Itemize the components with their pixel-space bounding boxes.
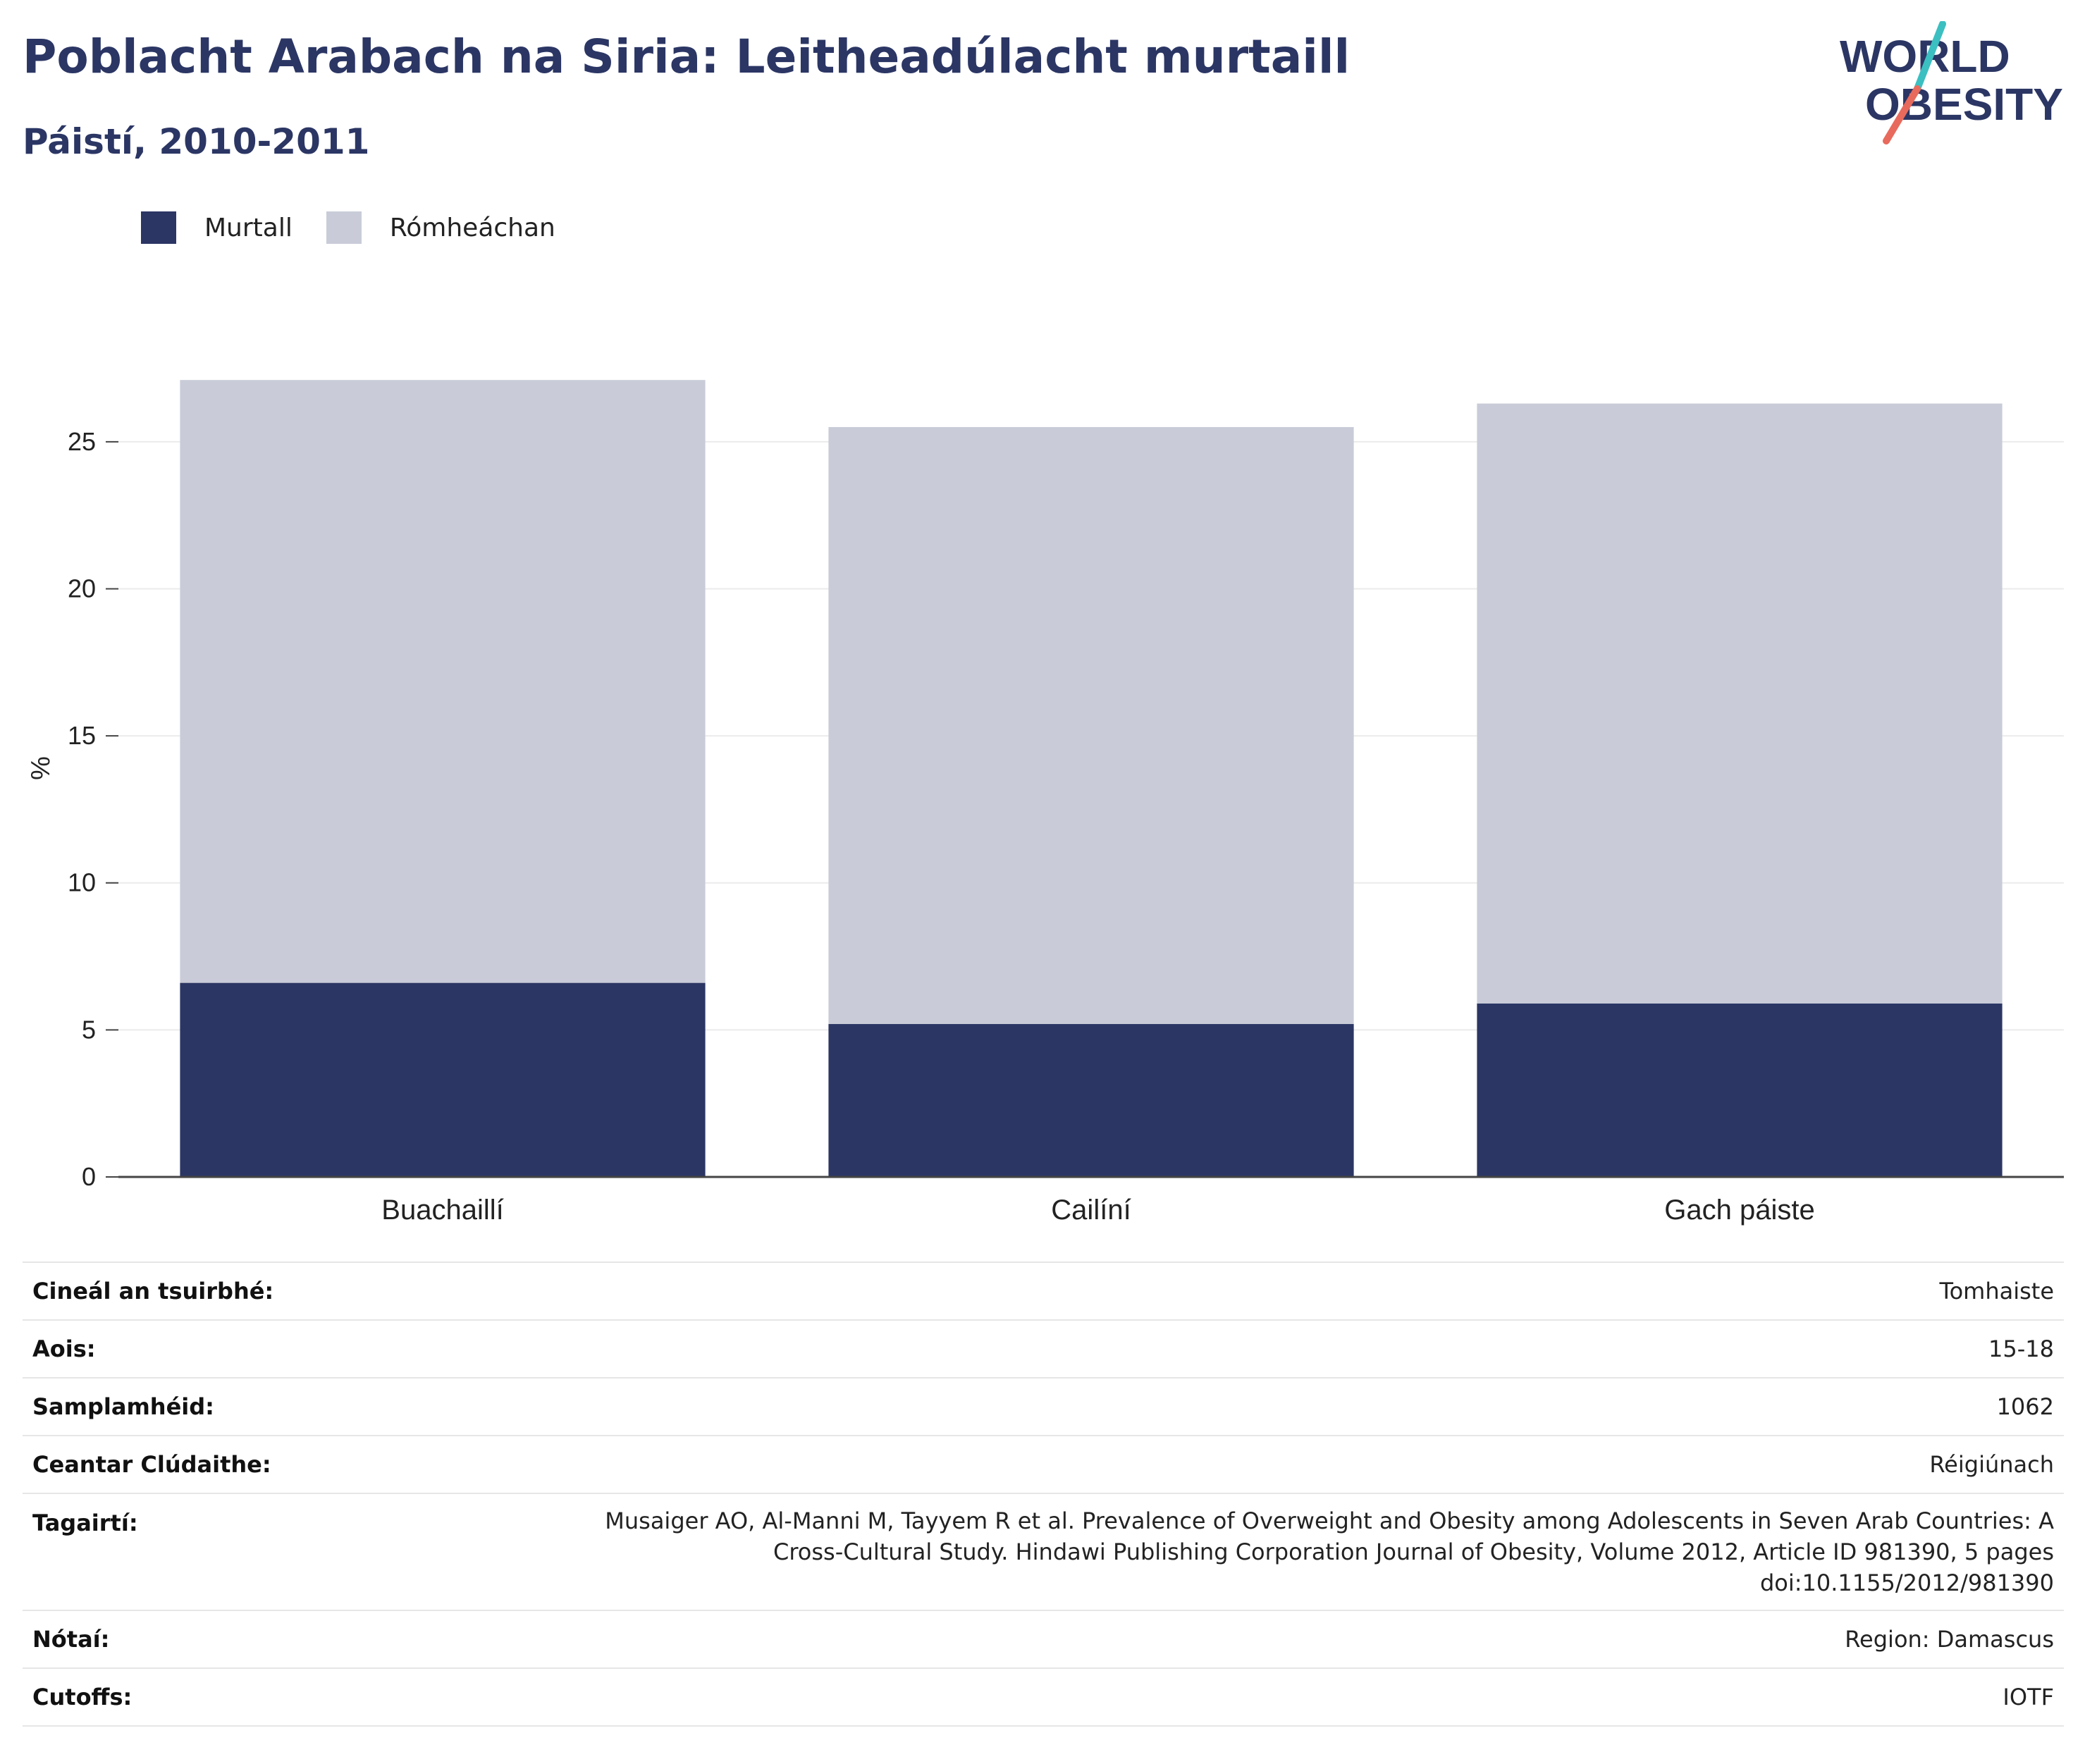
info-value: IOTF	[465, 1667, 2064, 1727]
logo-slash-coral	[1883, 85, 1921, 144]
bar-murtall	[828, 1024, 1354, 1177]
info-label: Tagairtí:	[23, 1493, 465, 1610]
x-tick-label: Buachaillí	[381, 1195, 503, 1226]
reference-line: Cross-Cultural Study. Hindawi Publishing…	[773, 1538, 2054, 1565]
bar-romheachan	[1477, 403, 2003, 1004]
legend-item-murtall: Murtall	[141, 211, 293, 244]
logo-slash-teal	[1914, 21, 1946, 92]
world-obesity-logo: WORLD OBESITY	[1840, 21, 2063, 144]
info-label: Cutoffs:	[23, 1667, 465, 1727]
info-label: Nótaí:	[23, 1610, 465, 1668]
info-row: Samplamhéid: 1062	[23, 1377, 2064, 1436]
info-value: Region: Damascus	[465, 1610, 2064, 1668]
info-row: Cutoffs: IOTF	[23, 1667, 2064, 1727]
info-row: Aois: 15-18	[23, 1319, 2064, 1378]
info-label: Cineál an tsuirbhé:	[23, 1262, 465, 1320]
y-tick-label: 0	[82, 1162, 96, 1191]
chart-title: Poblacht Arabach na Siria: Leitheadúlach…	[23, 30, 1351, 84]
info-row-references: Tagairtí: Musaiger AO, Al-Manni M, Tayye…	[23, 1493, 2064, 1610]
info-label: Ceantar Clúdaithe:	[23, 1435, 465, 1493]
bar-murtall	[1477, 1003, 2003, 1177]
legend-label-romheachan: Rómheáchan	[389, 213, 555, 242]
y-tick-label: 25	[68, 427, 96, 456]
info-row: Cineál an tsuirbhé: Tomhaiste	[23, 1262, 2064, 1320]
y-tick-label: 10	[68, 868, 96, 897]
legend-swatch-romheachan	[326, 211, 362, 244]
chart-legend: Murtall Rómheáchan	[141, 210, 589, 245]
reference-line: doi:10.1155/2012/981390	[1759, 1569, 2054, 1596]
legend-label-murtall: Murtall	[204, 213, 293, 242]
bar-romheachan	[828, 426, 1354, 1025]
info-row: Nótaí: Region: Damascus	[23, 1610, 2064, 1668]
info-row: Ceantar Clúdaithe: Réigiúnach	[23, 1435, 2064, 1493]
x-tick-label: Gach páiste	[1664, 1195, 1814, 1226]
chart-subtitle: Páistí, 2010-2011	[23, 121, 370, 162]
info-label: Aois:	[23, 1319, 465, 1378]
y-tick-label: 5	[82, 1015, 96, 1044]
stacked-bar-chart: 0 5 10 15 20 25% Buachaillí Cailíní Gach páiste	[26, 380, 2064, 1226]
references-value: Musaiger AO, Al-Manni M, Tayyem R et al.…	[465, 1493, 2064, 1610]
bar-murtall	[180, 982, 706, 1177]
info-value: 1062	[465, 1377, 2064, 1436]
bar-romheachan	[180, 380, 706, 983]
info-value: 15-18	[465, 1319, 2064, 1378]
info-value: Réigiúnach	[465, 1435, 2064, 1493]
y-axis-label: %	[26, 756, 56, 780]
info-value: Tomhaiste	[465, 1262, 2064, 1320]
survey-info-table: Cineál an tsuirbhé: Tomhaiste Aois: 15-1…	[23, 1262, 2064, 1727]
x-tick-label: Cailíní	[1051, 1195, 1131, 1226]
y-tick-label: 15	[68, 721, 96, 750]
info-label: Samplamhéid:	[23, 1377, 465, 1436]
y-tick-label: 20	[68, 574, 96, 603]
legend-swatch-murtall	[141, 211, 176, 244]
legend-item-romheachan: Rómheáchan	[326, 211, 555, 244]
reference-line: Musaiger AO, Al-Manni M, Tayyem R et al.…	[605, 1507, 2054, 1534]
